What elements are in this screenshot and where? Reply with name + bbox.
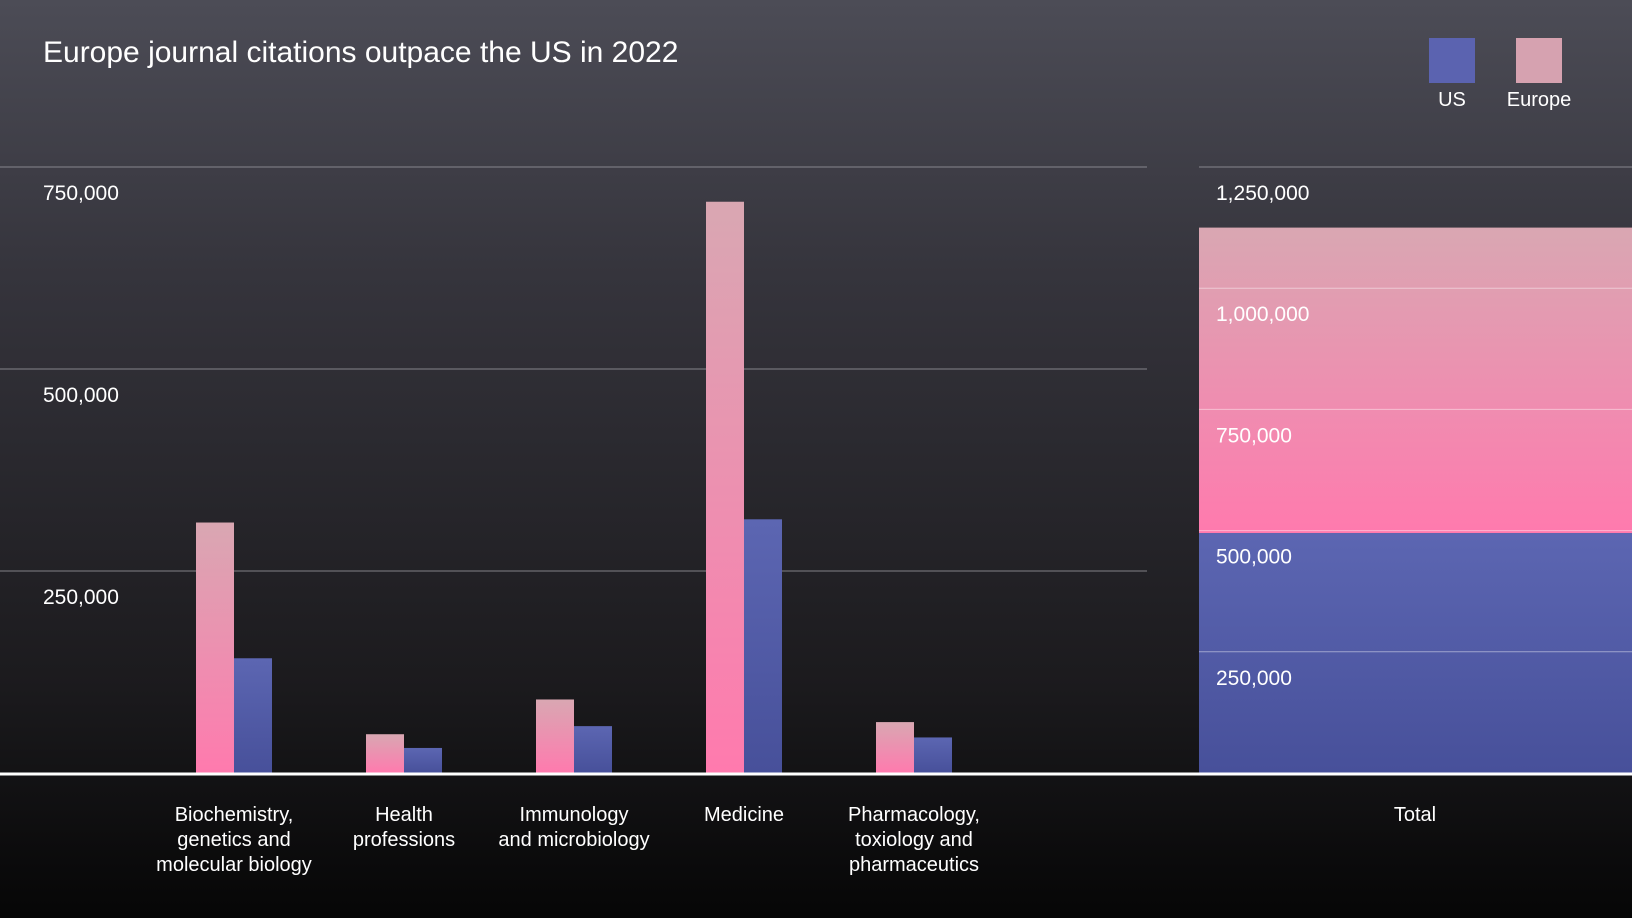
bar-us bbox=[234, 658, 272, 773]
bar-us bbox=[914, 737, 952, 773]
legend: US Europe bbox=[1429, 38, 1571, 111]
total-chart: 250,000 500,000 750,000 1,000,000 1,250,000 T… bbox=[0, 166, 1632, 826]
legend-label: Europe bbox=[1507, 89, 1572, 111]
bar-europe bbox=[876, 722, 914, 773]
category-chart: 250,000 500,000 750,000 Biochemistry, geneti… bbox=[0, 166, 1147, 876]
y-tick-label: 250,000 bbox=[1216, 667, 1292, 690]
x-category-label: Immunology and microbiology bbox=[498, 804, 649, 851]
legend-swatch-us bbox=[1429, 38, 1475, 83]
bar-us bbox=[404, 747, 442, 773]
bar-europe bbox=[366, 734, 404, 773]
x-category-label: Biochemistry, genetics and molecular biolo… bbox=[156, 804, 312, 876]
bar-us bbox=[574, 726, 612, 773]
x-category-label: Total bbox=[1394, 804, 1436, 826]
y-tick-label: 250,000 bbox=[43, 586, 119, 609]
y-tick-label: 750,000 bbox=[1216, 424, 1292, 447]
bar-europe bbox=[196, 522, 234, 773]
y-tick-label: 500,000 bbox=[1216, 546, 1292, 569]
bar-europe bbox=[536, 699, 574, 773]
legend-label: US bbox=[1438, 89, 1466, 111]
legend-swatch-europe bbox=[1516, 38, 1562, 83]
stacked-bar-europe bbox=[1199, 227, 1632, 534]
y-tick-label: 750,000 bbox=[43, 182, 119, 205]
x-category-label: Pharmacology, toxiology and pharmaceutics bbox=[848, 804, 980, 876]
y-tick-label: 1,000,000 bbox=[1216, 303, 1309, 326]
y-tick-label: 1,250,000 bbox=[1216, 182, 1309, 205]
stacked-bar-us bbox=[1199, 533, 1632, 773]
chart-title: Europe journal citations outpace the US … bbox=[43, 36, 678, 69]
x-category-label: Medicine bbox=[704, 804, 784, 826]
x-category-label: Health professions bbox=[353, 804, 455, 851]
y-tick-label: 500,000 bbox=[43, 384, 119, 407]
bar-us bbox=[744, 519, 782, 773]
bar-europe bbox=[706, 201, 744, 773]
